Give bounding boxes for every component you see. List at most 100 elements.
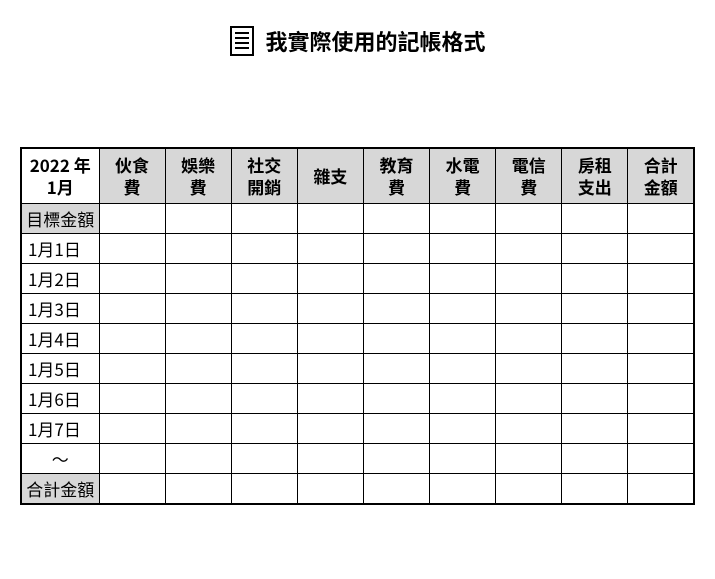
category-header-line2: 費 xyxy=(388,174,405,199)
cell xyxy=(99,204,165,234)
cell xyxy=(430,414,496,444)
date-label: 1月5日 xyxy=(21,354,99,384)
cell xyxy=(562,324,628,354)
cell xyxy=(496,354,562,384)
date-column-header: 2022 年 1月 xyxy=(21,148,99,204)
date-row: 1月3日 xyxy=(21,294,694,324)
cell xyxy=(496,294,562,324)
cell xyxy=(363,474,429,505)
page-title: 我實際使用的記帳格式 xyxy=(265,25,485,57)
cell xyxy=(363,294,429,324)
cell xyxy=(99,444,165,474)
category-header: 娛樂費 xyxy=(165,148,231,204)
ledger-table: 2022 年 1月 伙食費娛樂費社交開銷雜支教育費水電費電信費房租支出合計金額 … xyxy=(20,147,695,505)
cell xyxy=(297,444,363,474)
cell xyxy=(363,444,429,474)
cell xyxy=(562,354,628,384)
cell xyxy=(231,414,297,444)
cell xyxy=(231,444,297,474)
cell xyxy=(496,324,562,354)
cell xyxy=(562,264,628,294)
cell xyxy=(430,294,496,324)
cell xyxy=(496,234,562,264)
cell xyxy=(562,474,628,505)
cell xyxy=(165,324,231,354)
cell xyxy=(99,264,165,294)
cell xyxy=(562,414,628,444)
cell xyxy=(628,204,694,234)
cell xyxy=(496,384,562,414)
cell xyxy=(430,384,496,414)
cell xyxy=(297,474,363,505)
cell xyxy=(363,204,429,234)
cell xyxy=(430,204,496,234)
cell xyxy=(165,474,231,505)
cell xyxy=(231,354,297,384)
category-header: 雜支 xyxy=(297,148,363,204)
cell xyxy=(297,354,363,384)
cell xyxy=(496,444,562,474)
cell xyxy=(628,354,694,384)
date-label: 1月4日 xyxy=(21,324,99,354)
page-title-row: 我實際使用的記帳格式 xyxy=(20,25,695,57)
cell xyxy=(562,444,628,474)
cell xyxy=(430,444,496,474)
date-row: ～ xyxy=(21,444,694,474)
cell xyxy=(562,384,628,414)
category-header-line1: 雜支 xyxy=(313,163,347,188)
cell xyxy=(363,264,429,294)
cell xyxy=(297,384,363,414)
cell xyxy=(99,474,165,505)
cell xyxy=(363,354,429,384)
cell xyxy=(496,414,562,444)
cell xyxy=(430,354,496,384)
category-header: 電信費 xyxy=(496,148,562,204)
cell xyxy=(99,354,165,384)
cell xyxy=(628,474,694,505)
header-row: 2022 年 1月 伙食費娛樂費社交開銷雜支教育費水電費電信費房租支出合計金額 xyxy=(21,148,694,204)
cell xyxy=(628,384,694,414)
category-header-line2: 費 xyxy=(520,174,537,199)
cell xyxy=(363,384,429,414)
cell xyxy=(231,474,297,505)
category-header: 社交開銷 xyxy=(231,148,297,204)
cell xyxy=(628,324,694,354)
cell xyxy=(99,294,165,324)
cell xyxy=(99,324,165,354)
cell xyxy=(363,414,429,444)
cell xyxy=(297,414,363,444)
cell xyxy=(231,234,297,264)
ledger-header: 2022 年 1月 伙食費娛樂費社交開銷雜支教育費水電費電信費房租支出合計金額 xyxy=(21,148,694,204)
cell xyxy=(297,264,363,294)
cell xyxy=(231,324,297,354)
date-row: 1月2日 xyxy=(21,264,694,294)
cell xyxy=(430,264,496,294)
cell xyxy=(562,234,628,264)
category-header-line2: 支出 xyxy=(578,174,612,199)
cell xyxy=(628,444,694,474)
category-header-line2: 金額 xyxy=(644,174,678,199)
cell xyxy=(430,324,496,354)
target-label: 目標金額 xyxy=(21,204,99,234)
cell xyxy=(99,384,165,414)
cell xyxy=(628,294,694,324)
date-label: 1月6日 xyxy=(21,384,99,414)
cell xyxy=(165,384,231,414)
cell xyxy=(363,234,429,264)
date-row: 1月1日 xyxy=(21,234,694,264)
cell xyxy=(231,204,297,234)
ledger-body: 目標金額1月1日1月2日1月3日1月4日1月5日1月6日1月7日～合計金額 xyxy=(21,204,694,505)
cell xyxy=(297,294,363,324)
cell xyxy=(628,414,694,444)
cell xyxy=(165,234,231,264)
cell xyxy=(165,414,231,444)
date-row: 1月7日 xyxy=(21,414,694,444)
category-header-line2: 開銷 xyxy=(247,174,281,199)
category-header: 水電費 xyxy=(430,148,496,204)
document-icon xyxy=(229,26,255,56)
cell xyxy=(231,294,297,324)
cell xyxy=(165,294,231,324)
cell xyxy=(231,384,297,414)
total-label: 合計金額 xyxy=(21,474,99,505)
category-header: 伙食費 xyxy=(99,148,165,204)
